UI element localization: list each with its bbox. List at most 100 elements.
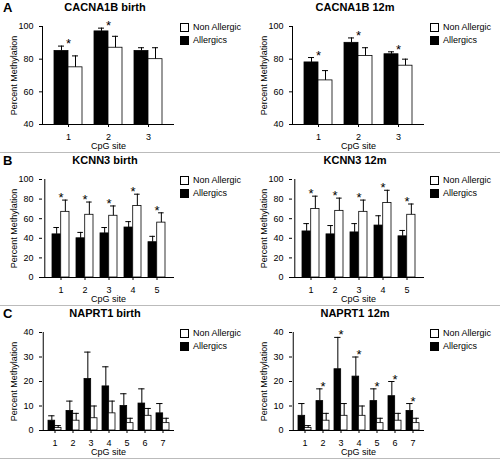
svg-text:Percent Methylation: Percent Methylation — [259, 342, 269, 422]
svg-text:*: * — [338, 327, 343, 342]
svg-text:*: * — [154, 203, 159, 218]
svg-text:0: 0 — [28, 425, 33, 435]
svg-text:6: 6 — [392, 438, 397, 448]
svg-text:*: * — [320, 379, 325, 394]
svg-text:60: 60 — [273, 87, 283, 97]
html-text:Non Allergic: Non Allergic — [443, 22, 491, 32]
html-text:A: A — [3, 0, 13, 15]
html-text:Allergics: Allergics — [193, 188, 227, 198]
svg-text:*: * — [356, 190, 361, 205]
svg-text:*: * — [380, 180, 385, 195]
svg-text:1: 1 — [58, 285, 63, 295]
svg-text:*: * — [374, 379, 379, 394]
svg-text:1: 1 — [66, 132, 71, 142]
svg-text:CpG site: CpG site — [91, 141, 126, 151]
html-text:Allergics: Allergics — [443, 188, 477, 198]
svg-text:20: 20 — [273, 376, 283, 386]
html-text:KCNN3 12m: KCNN3 12m — [323, 154, 387, 166]
svg-text:80: 80 — [23, 194, 33, 204]
svg-text:*: * — [396, 42, 401, 57]
svg-text:*: * — [82, 192, 87, 207]
svg-text:30: 30 — [273, 352, 283, 362]
svg-text:30: 30 — [23, 352, 33, 362]
svg-text:40: 40 — [273, 119, 283, 129]
svg-text:3: 3 — [146, 132, 151, 142]
html-text:KCNN3 birth: KCNN3 birth — [72, 154, 138, 166]
html-text:B: B — [3, 153, 13, 168]
svg-text:0: 0 — [278, 272, 283, 282]
svg-text:*: * — [106, 18, 111, 33]
html-text:Non Allergic: Non Allergic — [193, 22, 241, 32]
html-text:NAPRT1 birth: NAPRT1 birth — [69, 307, 141, 319]
svg-text:80: 80 — [273, 54, 283, 64]
svg-text:*: * — [308, 186, 313, 201]
svg-text:40: 40 — [23, 233, 33, 243]
svg-text:60: 60 — [23, 214, 33, 224]
svg-text:100: 100 — [268, 174, 283, 184]
svg-text:*: * — [392, 372, 397, 387]
svg-text:40: 40 — [23, 327, 33, 337]
html-text:NAPRT1 12m: NAPRT1 12m — [320, 307, 390, 319]
svg-text:*: * — [58, 190, 63, 205]
svg-text:2: 2 — [82, 285, 87, 295]
svg-text:*: * — [356, 28, 361, 43]
svg-text:Percent Methylation: Percent Methylation — [9, 189, 19, 269]
svg-text:*: * — [332, 188, 337, 203]
svg-text:CpG site: CpG site — [341, 141, 376, 151]
html-text:Allergics: Allergics — [443, 35, 477, 45]
svg-text:80: 80 — [23, 54, 33, 64]
svg-text:4: 4 — [130, 285, 135, 295]
svg-text:5: 5 — [404, 285, 409, 295]
svg-text:40: 40 — [273, 233, 283, 243]
svg-text:7: 7 — [410, 438, 415, 448]
svg-text:Percent Methylation: Percent Methylation — [259, 36, 269, 116]
svg-text:*: * — [130, 184, 135, 199]
svg-text:40: 40 — [23, 119, 33, 129]
svg-text:60: 60 — [273, 214, 283, 224]
svg-text:1: 1 — [308, 285, 313, 295]
svg-text:Percent Methylation: Percent Methylation — [259, 189, 269, 269]
svg-text:1: 1 — [52, 438, 57, 448]
svg-text:CpG site: CpG site — [341, 447, 376, 457]
html-text:Non Allergic: Non Allergic — [193, 175, 241, 185]
svg-text:10: 10 — [23, 401, 33, 411]
svg-text:20: 20 — [23, 253, 33, 263]
svg-text:CpG site: CpG site — [91, 447, 126, 457]
svg-text:20: 20 — [23, 376, 33, 386]
svg-text:6: 6 — [142, 438, 147, 448]
html-text:Non Allergic: Non Allergic — [443, 175, 491, 185]
svg-text:10: 10 — [273, 401, 283, 411]
svg-text:Percent Methylation: Percent Methylation — [9, 342, 19, 422]
svg-text:*: * — [410, 394, 415, 409]
svg-text:5: 5 — [154, 285, 159, 295]
svg-text:20: 20 — [273, 253, 283, 263]
svg-text:2: 2 — [320, 438, 325, 448]
svg-text:2: 2 — [70, 438, 75, 448]
svg-text:100: 100 — [268, 21, 283, 31]
svg-text:3: 3 — [396, 132, 401, 142]
svg-text:0: 0 — [28, 272, 33, 282]
svg-text:*: * — [316, 48, 321, 63]
svg-text:CpG site: CpG site — [341, 294, 376, 304]
svg-text:Percent Methylation: Percent Methylation — [9, 36, 19, 116]
html-text:CACNA1B 12m: CACNA1B 12m — [315, 1, 395, 13]
svg-text:*: * — [356, 347, 361, 362]
svg-text:*: * — [106, 196, 111, 211]
svg-text:0: 0 — [278, 425, 283, 435]
svg-text:100: 100 — [18, 21, 33, 31]
svg-text:CpG site: CpG site — [91, 294, 126, 304]
svg-text:80: 80 — [273, 194, 283, 204]
svg-text:1: 1 — [302, 438, 307, 448]
svg-text:*: * — [66, 36, 71, 51]
svg-text:*: * — [404, 194, 409, 209]
svg-text:40: 40 — [273, 327, 283, 337]
svg-text:7: 7 — [160, 438, 165, 448]
svg-text:60: 60 — [23, 87, 33, 97]
svg-text:4: 4 — [380, 285, 385, 295]
svg-text:1: 1 — [316, 132, 321, 142]
html-text:Allergics: Allergics — [193, 35, 227, 45]
svg-text:2: 2 — [332, 285, 337, 295]
svg-text:100: 100 — [18, 174, 33, 184]
html-text:CACNA1B birth: CACNA1B birth — [64, 1, 146, 13]
html-text:Non Allergic: Non Allergic — [193, 328, 241, 338]
